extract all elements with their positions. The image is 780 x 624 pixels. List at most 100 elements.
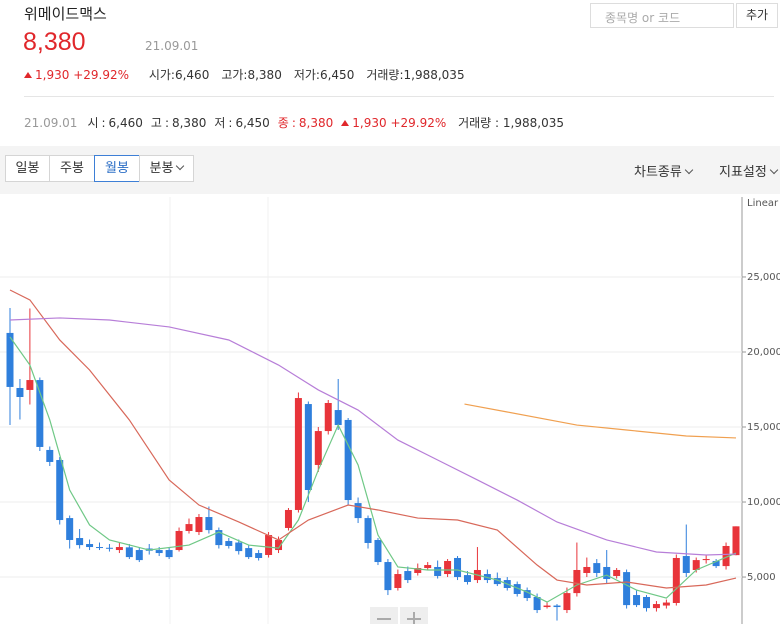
- detail-value: 6,450: [235, 116, 270, 130]
- caret: [176, 161, 185, 171]
- candle-body: [712, 560, 720, 567]
- detail-label: 종: [277, 116, 289, 130]
- separator: :: [291, 116, 296, 130]
- summary-value: 6,450: [319, 68, 355, 82]
- change-rate: +29.92%: [73, 68, 129, 82]
- detail-label: 저: [214, 116, 226, 130]
- summary-row: 1,930 +29.92% 시가:6,460 고가:8,380 저가:6,450 거래…: [24, 66, 477, 83]
- candle-body: [374, 539, 382, 563]
- detail-row: 21.09.01 시:6,460 고:8,380 저:6,450 종:8,380 1,93…: [24, 114, 572, 131]
- candle-body: [434, 566, 442, 576]
- y-tick-label: 5,000: [747, 572, 776, 583]
- summary-item: 거래량:1,988,035: [366, 68, 464, 82]
- candle-body: [732, 526, 740, 556]
- candle-body: [76, 538, 84, 546]
- candle-body: [404, 571, 412, 581]
- moving-average: [464, 403, 737, 439]
- candle-body: [702, 559, 710, 561]
- tab[interactable]: 일봉: [5, 155, 50, 182]
- summary-value: 1,988,035: [403, 68, 465, 82]
- candle-body: [573, 569, 581, 594]
- detail-items: 시:6,460 고:8,380 저:6,450 종:8,380: [87, 116, 341, 130]
- detail-label: 고: [150, 116, 162, 130]
- zoom-out[interactable]: [370, 607, 398, 624]
- candle-body: [344, 419, 352, 501]
- tab[interactable]: 월봉: [94, 155, 140, 182]
- candle-body: [463, 575, 471, 582]
- detail-item: 저:6,450: [214, 116, 269, 130]
- candle-body: [284, 509, 292, 528]
- candle-body: [444, 560, 452, 575]
- detail-value: 8,380: [171, 116, 207, 130]
- separator: :: [101, 116, 106, 130]
- summary-value: 8,380: [247, 68, 282, 82]
- y-tick-label: 15,000: [747, 422, 780, 433]
- candle-body: [334, 410, 342, 426]
- candle-body: [304, 404, 312, 491]
- candle-body: [722, 545, 730, 567]
- candle-body: [493, 578, 501, 585]
- detail-volume: 거래량 : 1,988,035: [458, 116, 564, 130]
- candle-body: [46, 449, 54, 462]
- candle-body: [543, 605, 551, 608]
- candle-body: [593, 563, 601, 573]
- moving-average: [9, 289, 737, 589]
- candle-body: [384, 562, 392, 591]
- summary-item: 저가:6,450: [294, 68, 355, 82]
- tab-label: 일봉: [15, 161, 40, 176]
- candle-body: [692, 560, 700, 570]
- candle-body: [414, 568, 422, 573]
- candle-body: [125, 547, 133, 558]
- candle-body: [324, 402, 332, 432]
- tab-label: 월봉: [105, 161, 129, 176]
- candle-body: [215, 530, 223, 546]
- summary-value: 6,460: [174, 68, 210, 82]
- candle-body: [195, 517, 203, 533]
- separator: :: [164, 116, 169, 130]
- candle-body: [255, 553, 263, 558]
- candle-body: [16, 387, 24, 397]
- y-tick-label: 10,000: [747, 497, 780, 508]
- candle-body: [155, 550, 163, 554]
- moving-average: [9, 317, 737, 556]
- candle-body: [245, 548, 253, 558]
- separator: :: [170, 68, 175, 82]
- detail-change-value: 1,930: [352, 116, 387, 130]
- search-box[interactable]: 종목명 or 코드: [590, 3, 734, 28]
- detail-label: 시: [87, 116, 99, 130]
- candle-body: [633, 595, 641, 606]
- change: 1,930 +29.92%: [24, 68, 129, 82]
- candle-body: [66, 518, 74, 540]
- divider: [24, 96, 774, 97]
- candle-body: [56, 460, 64, 521]
- tab[interactable]: 주봉: [49, 155, 95, 182]
- candle-body: [265, 535, 273, 555]
- chart-type-menu[interactable]: 차트종류: [634, 161, 694, 180]
- candle-body: [424, 565, 432, 569]
- candle-body: [225, 541, 233, 546]
- candle-body: [86, 544, 94, 548]
- candle-body: [115, 547, 123, 551]
- indicator-menu[interactable]: 지표설정: [719, 161, 779, 180]
- add-button[interactable]: 추가: [736, 3, 778, 28]
- tab[interactable]: 분봉: [139, 155, 194, 182]
- summary-items: 시가:6,460 고가:8,380 저가:6,450 거래량:1,988,035: [149, 68, 477, 82]
- zoom-controls: [370, 607, 428, 624]
- detail-change-rate: +29.92%: [390, 116, 447, 130]
- candle-body: [672, 557, 680, 603]
- separator: :: [315, 68, 320, 82]
- candle-body: [662, 602, 670, 606]
- detail-value: 8,380: [298, 116, 334, 130]
- candle-body: [652, 604, 660, 609]
- candle-body: [6, 332, 14, 387]
- candle-body: [394, 574, 402, 588]
- separator: :: [495, 116, 500, 130]
- candle-body: [682, 556, 690, 573]
- candle-body: [235, 542, 243, 552]
- candle-body: [603, 566, 611, 579]
- candle-body: [553, 605, 561, 608]
- detail-volume-label: 거래량: [458, 116, 492, 130]
- separator: :: [243, 68, 248, 82]
- summary-label: 저가: [293, 68, 316, 82]
- caret: [769, 165, 779, 175]
